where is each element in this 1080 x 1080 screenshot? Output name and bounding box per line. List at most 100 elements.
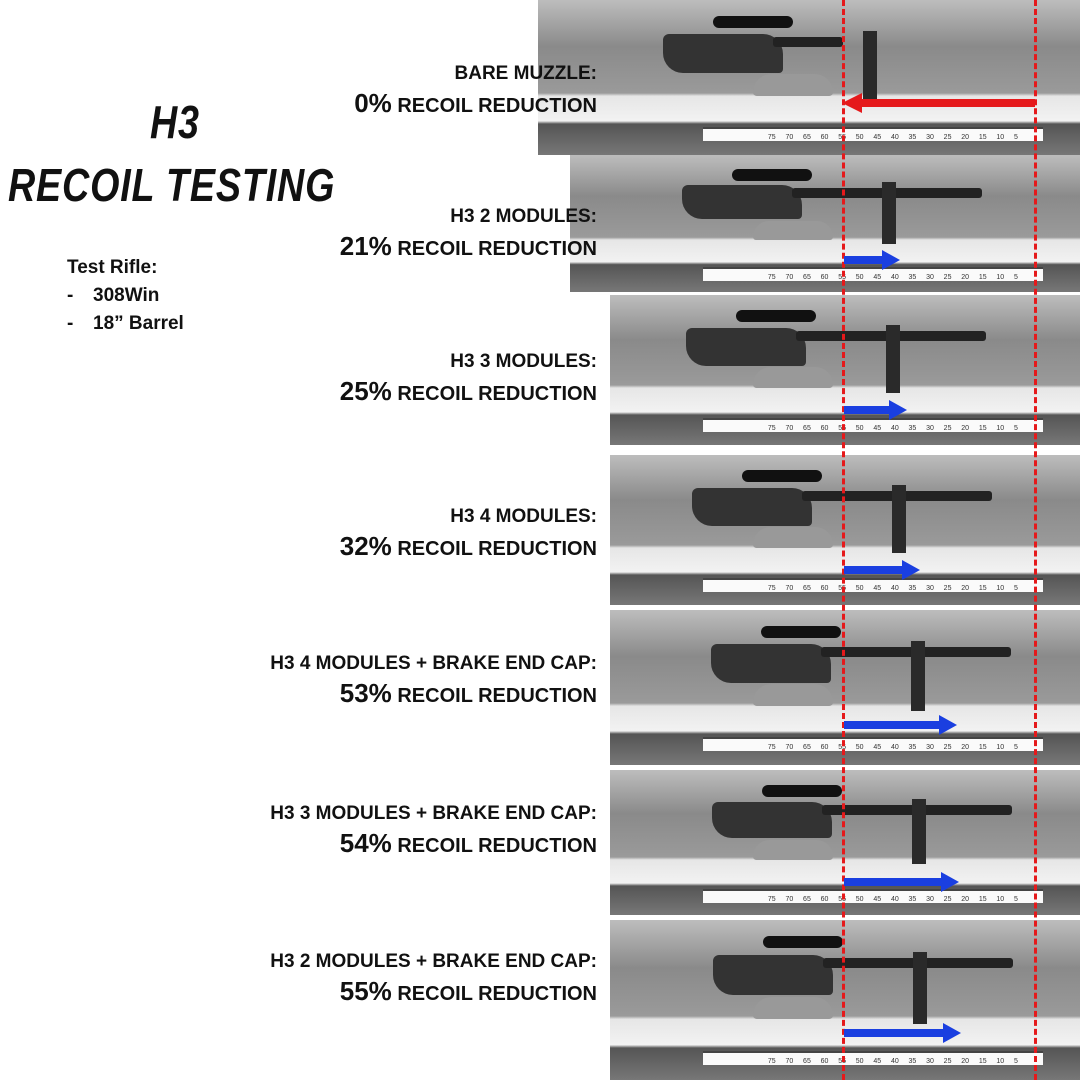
reduction-percent: 21% [339,231,392,261]
scale-tick: 30 [926,274,934,282]
scale-tick: 35 [908,744,917,752]
rifle-stock [711,644,831,683]
scale-tick: 10 [996,585,1005,592]
scale-tick: 40 [890,1058,899,1066]
sandbag [753,367,833,388]
arrow-head-right [943,1023,961,1043]
scale-tick: 60 [820,895,829,903]
reduction-arrow [844,560,920,580]
scale-tick: 25 [943,585,952,592]
scale-tick: 35 [908,134,917,142]
sled-post [863,31,877,101]
reduction-text: 53% RECOIL REDUCTION [270,676,597,713]
test-label: H3 2 MODULES: 21% RECOIL REDUCTION [340,205,597,266]
config-name: H3 2 MODULES + BRAKE END CAP: [270,951,597,972]
reduction-percent: 54% [339,828,392,858]
scale-tick: 50 [855,425,864,432]
scale-tick: 20 [961,134,970,142]
reduction-suffix: RECOIL REDUCTION [397,383,597,405]
scale-tick: 5 [1013,425,1018,432]
reduction-suffix: RECOIL REDUCTION [397,685,597,707]
scale-tick: 10 [996,425,1005,432]
rifle-stock [663,34,783,73]
scale-tick: 65 [803,585,811,592]
arrow-head-right [889,400,907,420]
scale-tick: 5 [1013,1058,1018,1066]
test-label: H3 3 MODULES + BRAKE END CAP: 54% RECOIL … [270,802,597,863]
rifle-scope [713,15,793,28]
scale-tick: 10 [996,1058,1005,1066]
reference-dashed-line [1034,0,1037,1080]
scale-tick: 40 [890,134,899,142]
reduction-percent: 0% [354,88,392,118]
reduction-suffix: RECOIL REDUCTION [397,95,597,117]
config-name: H3 3 MODULES: [450,351,597,372]
arrow-head-right [902,560,920,580]
scale-tick: 20 [961,744,970,752]
rifle-scope [761,625,841,638]
reduction-percent: 25% [339,376,392,406]
scale-tick: 45 [873,895,882,903]
reduction-percent: 55% [339,976,392,1006]
arrow-head-right [939,715,957,735]
scale-tick: 20 [961,425,970,432]
scale-tick: 40 [890,425,899,432]
rifle-scope [736,310,816,322]
scale-tick: 75 [767,274,776,282]
test-label: H3 2 MODULES + BRAKE END CAP: 55% RECOIL … [270,950,597,1011]
reduction-text: 21% RECOIL REDUCTION [340,229,597,266]
rifle-stock [692,488,812,526]
scale-tick: 65 [803,1058,811,1066]
arrow-head-left [842,93,862,113]
reduction-text: 0% RECOIL REDUCTION [354,86,597,123]
reduction-suffix: RECOIL REDUCTION [397,983,597,1005]
sandbag [753,684,833,707]
title-recoil-testing: RECOIL TESTING [8,159,336,211]
scale-tick: 50 [855,274,864,282]
bare-muzzle-arrow [842,93,1035,113]
scale-tick: 30 [926,1058,934,1066]
scale-tick: 30 [926,895,934,903]
sled-post [886,325,900,393]
baseline-dashed-line [842,0,845,1080]
scale-tick: 40 [890,585,899,592]
scale-tick: 45 [873,744,882,752]
scale-tick: 50 [855,1058,864,1066]
sled-post [892,485,906,553]
sandbag [753,996,833,1020]
spec-item: -308Win [67,285,160,306]
measuring-scale: 75 70 65 60 55 50 45 40 35 30 25 20 15 10 5 [703,418,1043,432]
rifle-stock [682,185,802,220]
scale-tick: 25 [943,274,952,282]
scale-tick: 20 [961,895,970,903]
scale-tick: 50 [855,134,864,142]
rifle-scope [732,168,812,181]
title-h3: H3 [150,96,200,148]
spec-item: -18” Barrel [67,313,184,334]
sandbag [753,74,833,97]
test-rifle-specs: Test Rifle: -308Win -18” Barrel [67,254,184,338]
scale-tick: 25 [943,744,952,752]
scale-tick: 15 [978,895,987,903]
scale-tick: 60 [820,1058,829,1066]
scale-tick: 5 [1013,585,1018,592]
scale-tick: 35 [908,274,917,282]
test-label: H3 4 MODULES + BRAKE END CAP: 53% RECOIL … [270,652,597,713]
sled-post [882,182,896,245]
measuring-scale: 75 70 65 60 55 50 45 40 35 30 25 20 15 10 5 [703,267,1043,282]
rifle-stock [712,801,832,839]
test-photo: 75 70 65 60 55 50 45 40 35 30 25 20 15 10 5 [570,155,1080,292]
reduction-suffix: RECOIL REDUCTION [397,238,597,260]
sled-post [912,799,926,865]
rifle-stock [713,955,833,996]
scale-tick: 15 [978,744,987,752]
scale-tick: 40 [890,274,899,282]
scale-tick: 35 [908,895,917,903]
reduction-arrow [844,872,959,892]
scale-tick: 60 [820,134,829,142]
scale-tick: 60 [820,585,829,592]
scale-tick: 30 [926,585,934,592]
measuring-scale: 75 70 65 60 55 50 45 40 35 30 25 20 15 10 5 [703,578,1043,592]
sandbag [753,839,833,860]
scale-tick: 20 [961,585,970,592]
